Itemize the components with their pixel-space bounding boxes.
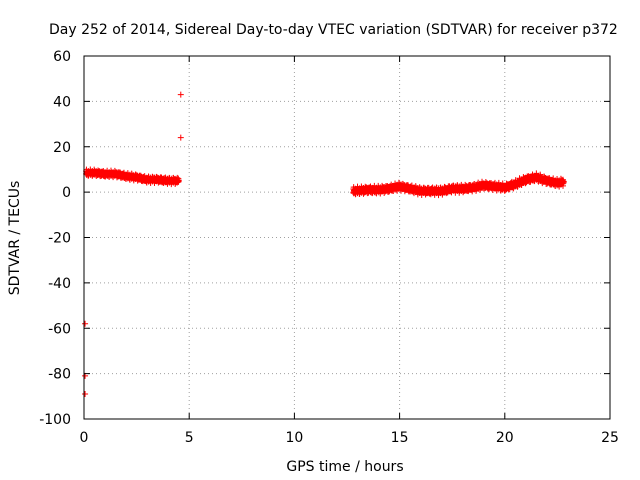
outlier-point (82, 320, 89, 327)
x-tick-label: 25 (601, 430, 619, 446)
y-tick-label: -40 (48, 276, 71, 292)
data-point (560, 179, 567, 186)
y-tick-label: 40 (53, 94, 71, 110)
y-tick-label: -20 (48, 231, 71, 247)
y-tick-label: -60 (48, 321, 71, 337)
grid-lines (84, 56, 610, 419)
y-tick-label: 20 (53, 140, 71, 156)
x-tick-label: 0 (80, 430, 89, 446)
x-tick-label: 5 (185, 430, 194, 446)
outlier-point (177, 134, 184, 141)
y-tick-label: -100 (39, 412, 71, 428)
y-axis-label: SDTVAR / TECUs (7, 181, 23, 296)
y-tick-label: -80 (48, 367, 71, 383)
y-tick-label: 0 (62, 185, 71, 201)
chart-title: Day 252 of 2014, Sidereal Day-to-day VTE… (49, 22, 618, 38)
plot-frame (83, 55, 611, 420)
data-points (82, 91, 567, 398)
outlier-point (177, 91, 184, 98)
axis-ticks (83, 55, 611, 420)
y-tick-labels: -100 -80 -60 -40 -20 0 20 40 60 (39, 49, 71, 428)
y-tick-label: 60 (53, 49, 71, 65)
x-tick-labels: 0 5 10 15 20 25 (80, 430, 619, 446)
outlier-point (82, 391, 89, 398)
x-axis-label: GPS time / hours (286, 459, 403, 475)
data-point (175, 178, 182, 185)
x-tick-label: 20 (496, 430, 514, 446)
x-tick-label: 10 (285, 430, 303, 446)
x-tick-label: 15 (391, 430, 409, 446)
